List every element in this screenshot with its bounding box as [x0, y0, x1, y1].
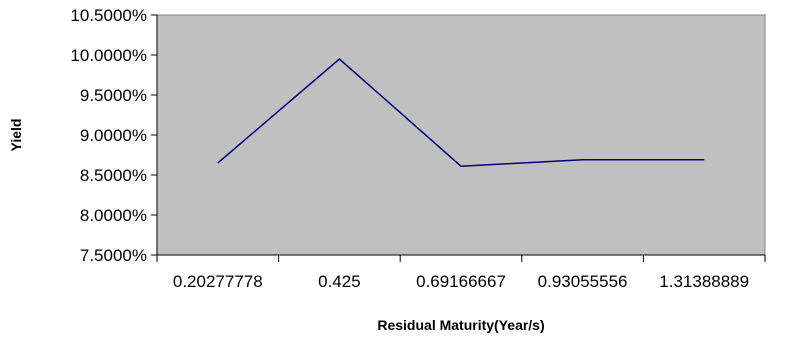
y-tick-label: 9.5000% [80, 86, 147, 105]
x-tick-label: 0.69166667 [416, 272, 506, 291]
y-tick-label: 9.0000% [80, 126, 147, 145]
x-axis-title: Residual Maturity(Year/s) [377, 317, 544, 333]
y-tick-label: 8.0000% [80, 206, 147, 225]
y-axis: 7.5000% 8.0000% 8.5000% 9.0000% 9.5000% 10.00… [70, 6, 158, 265]
y-tick-label: 10.5000% [70, 6, 147, 25]
y-tick-label: 7.5000% [80, 246, 147, 265]
x-axis: 0.20277778 0.425 0.69166667 0.93055556 1.313… [156, 254, 766, 291]
y-tick-label: 10.0000% [70, 46, 147, 65]
y-axis-title: Yield [8, 119, 24, 152]
y-tick-label: 8.5000% [80, 166, 147, 185]
x-tick-label: 1.31388889 [659, 272, 749, 291]
yield-series-line [217, 58, 705, 167]
x-tick-label: 0.425 [318, 272, 361, 291]
x-tick-label: 0.93055556 [538, 272, 628, 291]
x-tick-label: 0.20277778 [173, 272, 263, 291]
plot-area [156, 14, 766, 256]
